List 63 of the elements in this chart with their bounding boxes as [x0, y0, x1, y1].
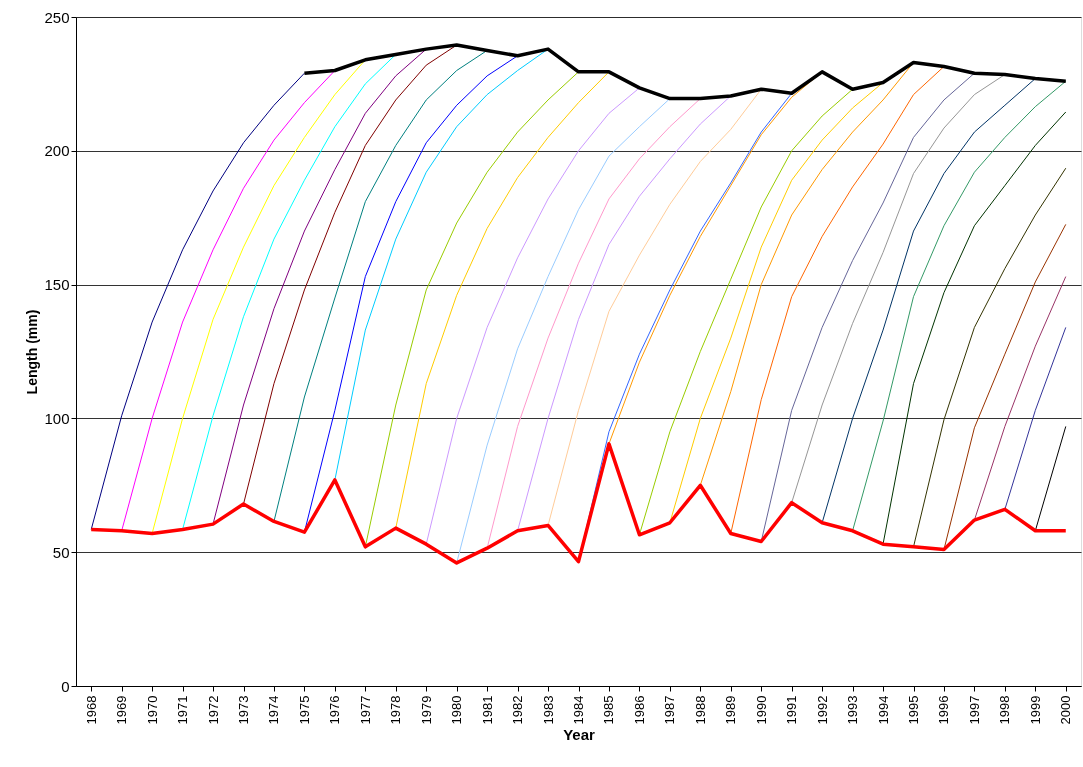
line-series — [791, 74, 1006, 504]
line-series — [89, 442, 1068, 565]
x-tick-label: 1999 — [1027, 695, 1043, 725]
line-series — [212, 48, 427, 525]
line-series — [151, 59, 366, 534]
x-tick-label: 1971 — [175, 695, 191, 725]
x-tick-label: 1984 — [571, 695, 586, 725]
x-tick-label: 1976 — [327, 695, 343, 725]
y-axis-title: Length (mm) — [24, 309, 41, 395]
x-tick-label: 1990 — [753, 695, 769, 725]
x-tick-label: 1974 — [266, 695, 282, 725]
line-series — [425, 87, 640, 545]
x-tick-label: 1993 — [845, 695, 861, 725]
x-tick-label: 1995 — [906, 695, 921, 725]
y-tick-label: 150 — [44, 276, 70, 294]
x-tick-label: 1980 — [449, 695, 465, 725]
x-tick-label: 1981 — [479, 695, 495, 725]
line-series — [273, 49, 488, 522]
y-tick-label: 50 — [52, 543, 70, 561]
x-tick-label: 1969 — [114, 695, 130, 725]
line-series — [517, 95, 732, 532]
x-tick-label: 1977 — [357, 695, 373, 725]
y-tick-label: 100 — [44, 409, 70, 427]
x-tick-label: 1972 — [205, 695, 221, 725]
x-tick-label: 2000 — [1058, 695, 1074, 725]
line-series — [913, 167, 1067, 548]
line-series — [730, 66, 945, 534]
x-tick-label: 1973 — [236, 695, 251, 725]
x-tick-label: 1975 — [296, 695, 312, 725]
line-series — [821, 78, 1036, 524]
x-tick-label: 1983 — [540, 695, 556, 725]
y-tick-label: 0 — [61, 677, 70, 695]
x-tick-label: 1991 — [784, 695, 800, 725]
y-tick-label: 200 — [44, 142, 70, 160]
x-tick-label: 1985 — [601, 695, 617, 725]
x-tick-label: 1988 — [692, 695, 708, 725]
x-tick-label: 1994 — [875, 695, 891, 725]
line-series — [486, 98, 701, 549]
line-series — [973, 276, 1067, 521]
x-tick-label: 1997 — [966, 695, 982, 725]
line-series — [302, 43, 1068, 101]
x-axis-title: Year — [563, 726, 596, 744]
x-tick-label: 1986 — [631, 695, 647, 725]
y-tick-label: 250 — [44, 8, 70, 26]
x-tick-label: 1998 — [997, 695, 1013, 725]
x-tick-label: 1978 — [388, 695, 404, 725]
line-series — [334, 48, 549, 481]
x-tick-label: 1979 — [418, 695, 434, 725]
x-tick-label: 1989 — [723, 695, 739, 725]
x-tick-label: 1970 — [144, 695, 160, 725]
line-series — [182, 53, 397, 530]
line-series — [121, 70, 336, 532]
line-series — [456, 98, 671, 564]
x-tick-label: 1996 — [936, 695, 952, 725]
line-series — [395, 71, 610, 529]
line-series — [547, 88, 762, 526]
x-tick-label: 1982 — [510, 695, 526, 725]
line-series — [852, 80, 1067, 532]
line-series — [90, 72, 305, 530]
x-tick-label: 1968 — [83, 695, 99, 725]
line-series — [882, 111, 1067, 545]
x-tick-label: 1992 — [814, 695, 830, 725]
x-tick-label: 1987 — [662, 695, 678, 725]
